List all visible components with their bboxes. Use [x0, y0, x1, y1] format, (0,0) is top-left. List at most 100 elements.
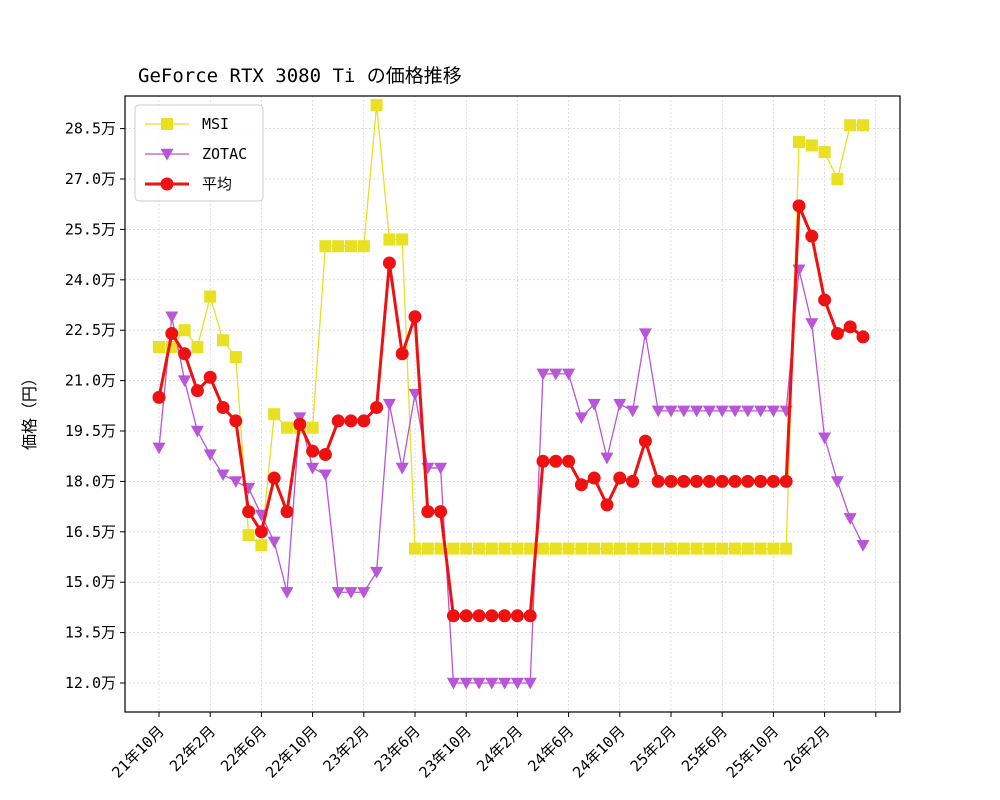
y-tick-label: 12.0万 [65, 674, 116, 692]
x-axis: 21年10月22年2月22年6月22年10月23年2月23年6月23年10月24… [108, 712, 877, 782]
data-point [793, 136, 805, 149]
data-point [651, 474, 665, 488]
series-1 [152, 264, 870, 690]
data-point [268, 408, 281, 421]
data-point [690, 405, 704, 418]
data-point [306, 462, 320, 475]
data-point [562, 454, 576, 468]
data-point [536, 454, 550, 468]
data-point [549, 542, 562, 555]
x-tick-label: 21年10月 [108, 722, 167, 781]
data-point [434, 462, 448, 475]
data-point [601, 542, 613, 555]
data-point [319, 240, 332, 253]
data-point [613, 398, 627, 411]
data-point [728, 405, 742, 418]
y-tick-label: 22.5万 [65, 321, 116, 339]
data-point [626, 542, 639, 555]
data-point [498, 677, 512, 690]
data-point [536, 368, 550, 381]
data-point [357, 414, 371, 428]
data-point [473, 542, 485, 555]
y-tick-label: 15.0万 [65, 573, 116, 591]
data-point [587, 471, 601, 485]
data-point [830, 476, 844, 488]
data-point [421, 505, 435, 519]
data-point [562, 542, 575, 555]
y-tick-label: 25.5万 [65, 220, 116, 238]
data-point [280, 587, 294, 599]
data-point [216, 400, 230, 414]
data-point [165, 327, 179, 341]
data-point [588, 542, 601, 555]
data-point [549, 454, 563, 468]
data-point [780, 542, 793, 555]
data-point [216, 469, 230, 482]
data-point [626, 474, 640, 488]
legend-label: 平均 [202, 175, 232, 193]
x-tick-label: 25年2月 [627, 722, 680, 775]
data-point [702, 405, 716, 418]
data-point [665, 542, 677, 555]
legend-marker [160, 148, 174, 161]
data-point [152, 390, 166, 404]
data-point [396, 233, 409, 246]
data-point [511, 542, 524, 555]
data-point [229, 476, 243, 488]
data-point [395, 462, 409, 475]
data-point [613, 471, 627, 485]
series-0 [153, 99, 869, 555]
data-point [254, 525, 268, 539]
data-point [242, 505, 256, 519]
data-point [818, 146, 831, 159]
data-point [498, 542, 511, 555]
data-point [485, 609, 499, 623]
y-tick-label: 16.5万 [65, 523, 116, 541]
data-point [754, 405, 768, 418]
data-point [191, 341, 204, 353]
data-point [523, 677, 537, 690]
data-point [165, 311, 179, 324]
data-point [153, 341, 165, 353]
data-point [229, 351, 242, 364]
data-point [574, 412, 588, 425]
data-point [306, 421, 319, 434]
data-point [152, 442, 166, 455]
data-point [421, 542, 434, 555]
data-point [408, 310, 422, 324]
data-point [178, 324, 191, 337]
y-axis-label: 価格（円） [20, 370, 39, 450]
x-tick-label: 26年2月 [780, 722, 833, 775]
data-point [523, 609, 537, 623]
data-point [549, 368, 563, 381]
series [152, 99, 870, 690]
data-point [190, 425, 204, 438]
data-point [741, 405, 755, 418]
data-point [459, 609, 473, 623]
data-point [510, 677, 524, 690]
y-tick-label: 27.0万 [65, 170, 116, 188]
data-point [357, 240, 370, 253]
data-point [395, 347, 409, 361]
data-point [332, 240, 345, 253]
data-point [754, 542, 767, 555]
data-point [767, 542, 780, 555]
data-point [766, 405, 780, 418]
data-point [856, 330, 870, 344]
data-point [446, 677, 460, 690]
data-point [702, 474, 716, 488]
data-point [293, 417, 307, 431]
plot-frame [124, 95, 901, 713]
data-point [830, 327, 844, 341]
x-tick-label: 24年2月 [473, 722, 526, 775]
x-tick-label: 24年10月 [569, 722, 628, 781]
data-point [472, 609, 486, 623]
data-point [344, 587, 358, 599]
data-point [690, 474, 704, 488]
data-point [446, 609, 460, 623]
data-point [613, 542, 626, 555]
legend-marker [161, 118, 173, 130]
data-point [485, 542, 498, 555]
data-point [792, 199, 806, 213]
data-point [280, 505, 294, 519]
